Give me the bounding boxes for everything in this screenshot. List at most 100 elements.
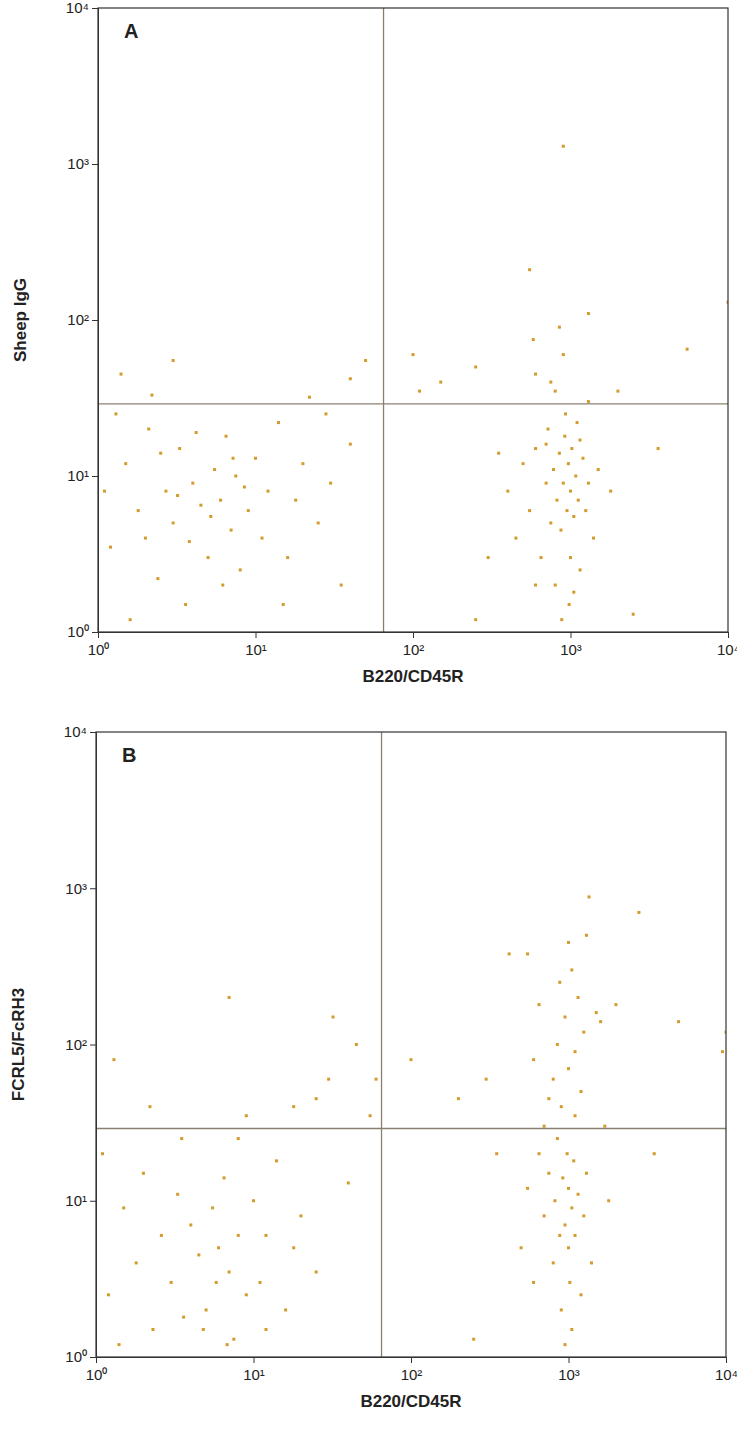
y-axis: 10⁰10¹10²10³10⁴ [66,0,99,640]
point [597,468,600,471]
point [349,443,352,446]
point [349,377,352,380]
y-tick: 10⁴ [66,0,98,16]
x-tick-label: 10³ [558,1366,580,1383]
point [563,1223,566,1226]
point [122,1206,125,1209]
point [570,1206,573,1209]
point [570,447,573,450]
point [487,556,490,559]
point [576,421,579,424]
point [609,490,612,493]
x-axis-title: B220/CD45R [360,1392,461,1411]
point [579,568,582,571]
point [245,1114,248,1117]
x-tick-label: 10⁴ [717,641,737,658]
x-tick-mark [569,1357,570,1363]
point [286,556,289,559]
point [219,499,222,502]
point [549,521,552,524]
point [176,494,179,497]
point [217,1246,220,1249]
point [522,462,525,465]
y-tick-label: 10⁴ [66,0,89,16]
point [144,537,147,540]
x-tick: 10¹ [245,632,267,658]
point [616,390,619,393]
x-tick-mark [571,632,572,638]
y-tick-mark [92,8,98,9]
point [457,1097,460,1100]
point [566,1152,569,1155]
point [292,1105,295,1108]
point [184,603,187,606]
point [547,428,550,431]
point [178,447,181,450]
point [180,1137,183,1140]
point [189,1223,192,1226]
point [324,412,327,415]
point [254,457,257,460]
gate-line [96,1128,726,1129]
point [213,468,216,471]
point [340,584,343,587]
y-tick-label: 10¹ [65,1192,87,1209]
point [538,1152,541,1155]
point [225,435,228,438]
point [195,431,198,434]
point [558,981,561,984]
point [252,1199,255,1202]
point [563,1343,566,1346]
point [532,1058,535,1061]
point [275,1159,278,1162]
x-tick: 10⁴ [717,632,737,658]
point [239,568,242,571]
point [528,268,531,271]
point [215,1281,218,1284]
point [534,373,537,376]
point [364,359,367,362]
point [412,353,415,356]
point [112,1058,115,1061]
point [574,1050,577,1053]
point [563,435,566,438]
y-tick-label: 10² [67,311,89,328]
point [237,1137,240,1140]
point [579,1293,582,1296]
y-tick-mark [90,888,96,889]
point [107,1293,110,1296]
point [284,1308,287,1311]
gate-line [383,8,384,632]
point [554,584,557,587]
point [567,1187,570,1190]
point [532,1281,535,1284]
point [205,1308,208,1311]
point [120,373,123,376]
point [560,1105,563,1108]
point [552,1078,555,1081]
x-tick-mark [411,1357,412,1363]
point [552,468,555,471]
panel-title: A [124,20,138,42]
x-tick: 10⁰ [88,632,110,658]
point [514,537,517,540]
point [558,452,561,455]
point [534,584,537,587]
y-tick-label: 10³ [67,155,89,172]
point [188,540,191,543]
y-tick-label: 10¹ [67,467,89,484]
point [587,482,590,485]
point [221,584,224,587]
point [560,1308,563,1311]
point [592,537,595,540]
point [545,443,548,446]
point [567,1067,570,1070]
y-tick-label: 10³ [65,880,87,897]
panel: 10⁰10¹10²10³10⁴10⁰10¹10²10³10⁴BB220/CD45… [9,723,737,1411]
point [565,509,568,512]
point [308,396,311,399]
point [556,1043,559,1046]
y-tick: 10¹ [67,467,98,484]
point [686,348,689,351]
point [579,1090,582,1093]
